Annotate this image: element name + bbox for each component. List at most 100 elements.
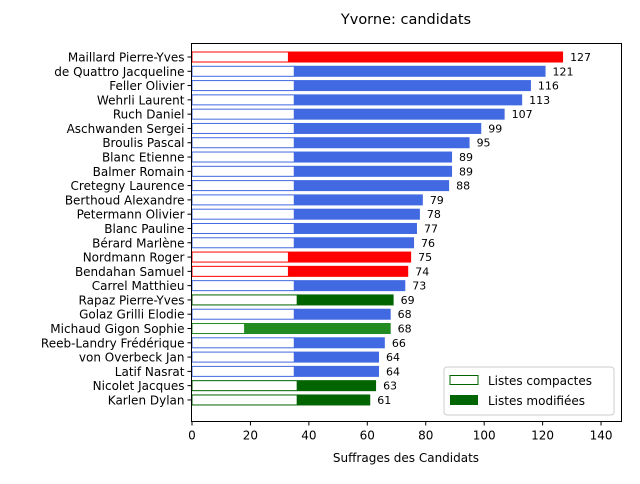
bar-compact [191,208,295,220]
y-tick-label: Blanc Pauline [104,222,184,236]
y-tick-label: Blanc Etienne [102,151,185,165]
bar-modified [294,222,417,234]
bar-modified [294,108,505,120]
bar-compact [191,94,295,106]
bar-modified [294,365,379,377]
bar-compact [191,280,295,292]
y-tick-label: Balmer Romain [93,165,185,179]
y-tick-label: Bendahan Samuel [75,265,185,279]
bar-modified [294,180,450,192]
bar-compact [191,137,295,149]
bar-compact [191,337,295,349]
bar-compact [191,108,295,120]
y-tick-label: Ruch Daniel [113,108,185,122]
legend-label: Listes modifiées [488,394,585,408]
x-tick-label: 120 [531,429,554,443]
y-tick-label: Michaud Gigon Sophie [50,322,184,336]
bar-compact [191,365,295,377]
y-tick-label: Latif Nasrat [115,365,185,379]
bar-compact [191,294,298,306]
x-tick-label: 0 [188,429,196,443]
x-tick-label: 140 [590,429,613,443]
y-tick-label: Wehrli Laurent [97,93,185,107]
legend: Listes compactes Listes modifiées [443,366,615,416]
value-label: 99 [488,122,502,135]
legend-box [443,366,615,416]
bar-modified [294,280,406,292]
bars-group [191,51,564,406]
bar-modified [294,237,415,249]
value-label: 113 [529,94,550,107]
value-label: 121 [553,65,574,78]
value-label: 73 [412,280,426,293]
bar-modified [294,194,423,206]
value-label: 74 [415,265,429,278]
x-tick-label: 20 [243,429,258,443]
value-label: 79 [430,194,444,207]
x-axis-label: Suffrages des Candidats [333,451,479,465]
bar-modified [288,265,409,277]
legend-swatch-modified [450,395,478,405]
bar-compact [191,80,295,92]
legend-swatch-compact [449,375,479,385]
value-label: 77 [424,222,438,235]
y-tick-label: Feller Olivier [109,79,184,93]
value-label: 63 [383,380,397,393]
y-tick-label: Petermann Olivier [77,208,185,222]
bar-modified [294,165,453,177]
bar-modified [294,351,379,363]
y-tick-label: Maillard Pierre-Yves [68,51,185,65]
value-label: 127 [570,51,591,64]
value-label: 69 [401,294,415,307]
bar-compact [191,308,295,320]
value-label: 68 [398,308,412,321]
value-label: 66 [392,337,406,350]
bar-modified [297,294,394,306]
bar-compact [191,165,295,177]
bar-modified [294,94,523,106]
plot-frame [191,43,622,422]
y-tick-label: de Quattro Jacqueline [54,65,184,79]
bar-compact [191,51,289,63]
y-tick-label: Reeb-Landry Frédérique [41,336,185,350]
value-labels: 1271211161131079995898988797877767574736… [377,51,591,407]
y-tick-label: Bérard Marlène [92,236,184,250]
bar-modified [294,208,420,220]
y-tick-label: Broulis Pascal [102,136,184,150]
y-tick-label: Nicolet Jacques [93,379,185,393]
bar-compact [191,237,295,249]
bar-modified [294,151,453,163]
value-label: 64 [386,365,400,378]
y-tick-label: Golaz Grilli Elodie [79,308,184,322]
bar-compact [191,194,295,206]
y-tick-label: Aschwanden Sergei [67,122,185,136]
bar-compact [191,351,295,363]
bar-modified [294,137,470,149]
bar-modified [288,251,412,263]
y-tick-label: Karlen Dylan [108,393,185,407]
value-label: 78 [427,208,441,221]
value-label: 95 [477,137,491,150]
value-label: 116 [538,80,559,93]
x-axis: 0 20 40 60 80 100 120 140 [188,421,613,443]
bar-compact [191,323,246,335]
value-label: 68 [398,323,412,336]
bar-modified [294,122,482,134]
bar-modified [297,394,371,406]
value-label: 88 [456,180,470,193]
bar-compact [191,122,295,134]
bar-compact [191,251,289,263]
x-tick-label: 40 [301,429,316,443]
bar-compact [191,394,298,406]
bar-compact [191,65,295,77]
x-tick-label: 100 [473,429,496,443]
bar-modified [297,380,377,392]
value-label: 89 [459,151,473,164]
value-label: 64 [386,351,400,364]
y-tick-label: Carrel Matthieu [92,279,185,293]
bar-compact [191,380,298,392]
value-label: 89 [459,165,473,178]
